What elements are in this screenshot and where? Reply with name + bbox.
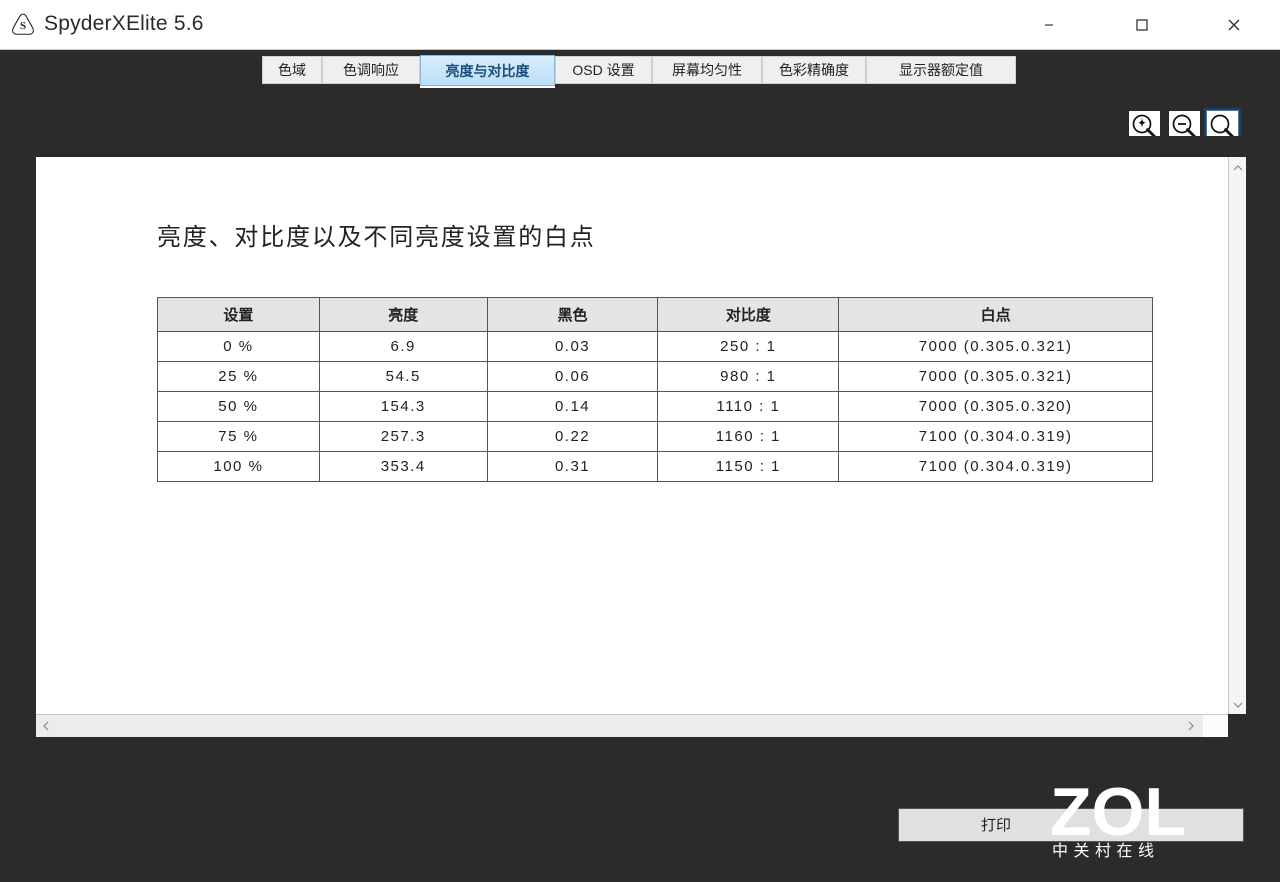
svg-text:中关村在线: 中关村在线 (1052, 842, 1160, 860)
svg-text:S: S (20, 20, 26, 32)
svg-text:ZOL: ZOL (1050, 774, 1186, 850)
